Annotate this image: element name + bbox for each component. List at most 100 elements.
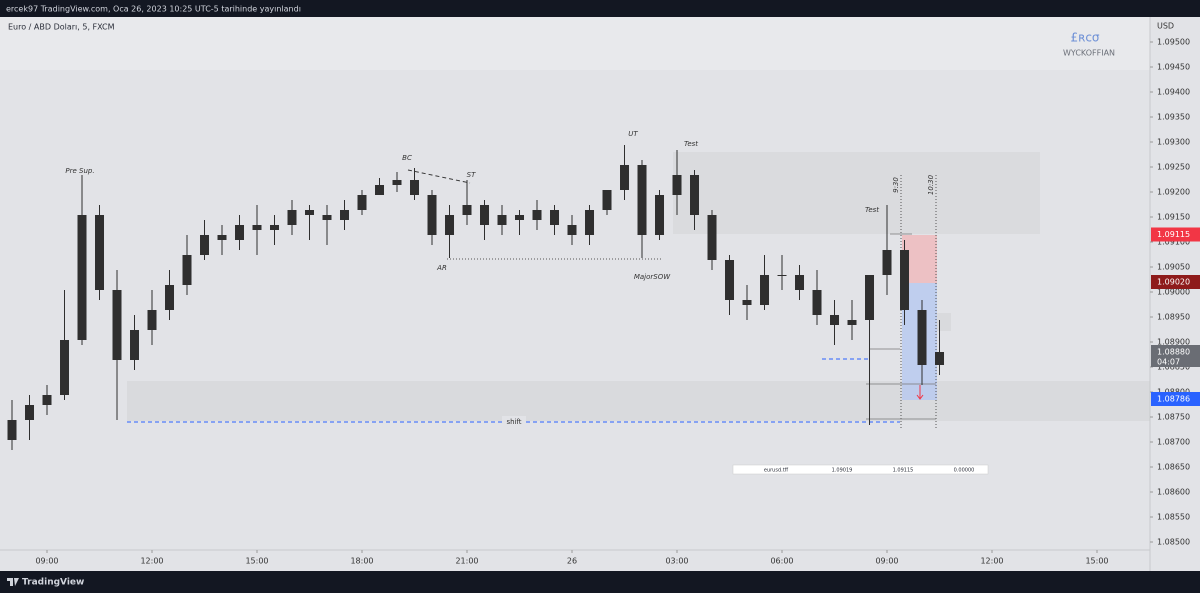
y-tick-label: 1.08950 xyxy=(1157,313,1190,322)
candle-body xyxy=(707,215,717,260)
price-marker-label: 1.08786 xyxy=(1157,395,1190,404)
candle-body xyxy=(882,250,892,275)
candle-body xyxy=(410,180,420,195)
y-tick-label: 1.09400 xyxy=(1157,88,1190,97)
candle-body xyxy=(655,195,665,235)
arrow xyxy=(916,394,924,400)
price-marker-label: 1.08880 xyxy=(1157,348,1190,357)
candle-body xyxy=(305,210,315,215)
annotations: Pre Sup. BC ST AR UT Test MajorSOW Test … xyxy=(65,130,935,428)
candle-body xyxy=(427,195,437,235)
y-tick-label: 1.09250 xyxy=(1157,163,1190,172)
annotation: ST xyxy=(467,171,476,179)
candle-body xyxy=(602,190,612,210)
annotation: Test xyxy=(684,140,698,148)
candle-body xyxy=(95,215,105,290)
price-marker xyxy=(1151,345,1200,367)
candle-body xyxy=(812,290,822,315)
price-marker-label: 1.09115 xyxy=(1157,230,1190,239)
top-bar-text: ercek97 TradingView.com, Oca 26, 2023 10… xyxy=(6,5,301,14)
y-tick-label: 1.09100 xyxy=(1157,238,1190,247)
candle-body xyxy=(112,290,122,360)
y-tick-label: 1.09150 xyxy=(1157,213,1190,222)
candle-body xyxy=(375,185,385,195)
brand-icon xyxy=(7,578,19,586)
y-tick-label: 1.09050 xyxy=(1157,263,1190,272)
candle-body xyxy=(165,285,175,310)
x-tick-label: 03:00 xyxy=(665,557,688,566)
candle-body xyxy=(147,310,157,330)
table-cell: 1.09115 xyxy=(893,468,914,474)
candle-body xyxy=(200,235,210,255)
x-tick-label: 06:00 xyxy=(770,557,793,566)
candle-body xyxy=(725,260,735,300)
candle-body xyxy=(445,215,455,235)
axis-unit: USD xyxy=(1157,22,1174,31)
zone xyxy=(673,152,1040,234)
plot xyxy=(7,145,945,450)
table-cell: 1.09019 xyxy=(832,468,853,474)
y-tick-label: 1.09350 xyxy=(1157,113,1190,122)
annotation: Pre Sup. xyxy=(65,167,94,175)
x-tick-label: 12:00 xyxy=(140,557,163,566)
y-tick-label: 1.08550 xyxy=(1157,513,1190,522)
candle-body xyxy=(900,250,910,310)
y-tick-label: 1.09500 xyxy=(1157,38,1190,47)
candle-body xyxy=(847,320,857,325)
x-tick-label: 15:00 xyxy=(1085,557,1108,566)
candle-body xyxy=(42,395,52,405)
candle-body xyxy=(7,420,17,440)
annotation: 10:30 xyxy=(927,174,935,195)
candle-body xyxy=(270,225,280,230)
price-marker xyxy=(1151,227,1200,242)
candle-body xyxy=(935,352,945,365)
logo: £ʀcσ xyxy=(1070,31,1099,45)
candle-body xyxy=(760,275,770,305)
bc-st-line xyxy=(407,169,471,184)
candle-body xyxy=(322,215,332,220)
candle-body xyxy=(917,310,927,365)
candle-body xyxy=(690,175,700,215)
annotation: BC xyxy=(402,154,412,162)
y-tick-label: 1.09450 xyxy=(1157,63,1190,72)
candle-body xyxy=(830,315,840,325)
candle-body xyxy=(742,300,752,305)
candle-body xyxy=(287,210,297,225)
candle-body xyxy=(620,165,630,190)
price-marker xyxy=(1151,392,1200,406)
annotation: shift xyxy=(506,418,521,426)
candle-body xyxy=(795,275,805,290)
candle-body xyxy=(25,405,35,420)
x-tick-label: 26 xyxy=(567,557,577,566)
candle-body xyxy=(235,225,245,240)
zone xyxy=(937,313,951,331)
candle-body xyxy=(515,215,525,220)
candle-body xyxy=(637,165,647,235)
price-marker-label: 1.09020 xyxy=(1157,278,1190,287)
candle-body xyxy=(865,275,875,320)
candle-body xyxy=(550,210,560,225)
candle-body xyxy=(462,205,472,215)
annotation: AR xyxy=(436,264,447,272)
candle-body xyxy=(130,330,140,360)
candle-body xyxy=(252,225,262,230)
table-bg xyxy=(732,464,989,475)
countdown: 04:07 xyxy=(1157,358,1180,367)
annotation: UT xyxy=(628,130,638,138)
table-cell: 0.00000 xyxy=(954,468,975,474)
annotation: Test xyxy=(865,206,879,214)
brand: TradingView xyxy=(22,578,84,588)
candle-body xyxy=(182,255,192,285)
y-tick-label: 1.08600 xyxy=(1157,488,1190,497)
chart-title: Euro / ABD Doları, 5, FXCM xyxy=(8,23,115,32)
y-tick-label: 1.08700 xyxy=(1157,438,1190,447)
x-tick-label: 09:00 xyxy=(35,557,58,566)
top-bar xyxy=(0,0,1200,17)
annotation: 9:30 xyxy=(892,177,900,193)
candle-body xyxy=(497,215,507,225)
x-tick-label: 09:00 xyxy=(875,557,898,566)
zone xyxy=(127,381,1150,421)
y-tick-label: 1.08500 xyxy=(1157,538,1190,547)
table-cell: eurusd.tff xyxy=(764,468,789,474)
y-tick-label: 1.09300 xyxy=(1157,138,1190,147)
